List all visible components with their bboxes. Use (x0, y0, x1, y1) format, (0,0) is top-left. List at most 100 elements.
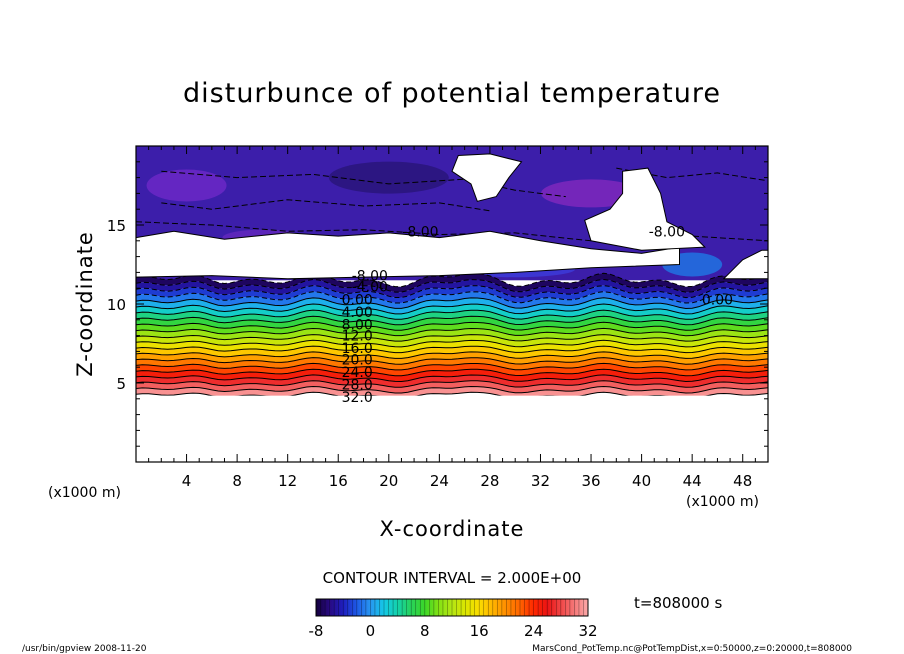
x-axis-label: X-coordinate (380, 517, 525, 541)
band (136, 369, 768, 382)
undefined-band (136, 230, 680, 280)
contour-label: 28.0 (342, 378, 373, 394)
chart-title: disturbunce of potential temperature (183, 78, 721, 109)
x-tick-label: 28 (480, 472, 499, 490)
contour-lines (136, 167, 768, 400)
footer-right: MarsCond_PotTemp.nc@PotTempDist,x=0:5000… (532, 644, 852, 654)
undefined-blob (451, 153, 523, 202)
contour-label: 12.0 (342, 329, 373, 345)
colorbar-fill (316, 599, 588, 616)
x-axis: 4 8 12 16 20 24 28 32 36 40 44 48 (148, 146, 756, 490)
x-tick-label: 36 (581, 472, 600, 490)
band (136, 304, 768, 320)
contour-line (161, 170, 566, 198)
contour-line (136, 272, 768, 288)
upper-patch (541, 179, 642, 208)
colorbar: -8 0 8 16 24 32 (309, 598, 598, 640)
colorbar-frame (315, 598, 589, 617)
time-label: t=808000 s (634, 594, 722, 612)
contour-label: -8.00 (402, 224, 438, 240)
undefined-blob (722, 249, 768, 280)
band (136, 334, 768, 347)
contour-label: 0.00 (342, 292, 373, 308)
x-unit-label: (x1000 m) (686, 494, 759, 510)
contour-line (136, 362, 768, 371)
y-tick-label: 5 (116, 375, 126, 393)
colorbar-tick-label: 24 (524, 622, 543, 640)
contour-line (136, 327, 768, 337)
y-tick-label: 10 (107, 296, 126, 314)
contour-label: -8.00 (649, 224, 685, 240)
band (136, 346, 768, 359)
contour-line (136, 351, 768, 359)
contour-interval-label: CONTOUR INTERVAL = 2.000E+00 (323, 569, 582, 587)
contour-labels: -8.00 -8.00-8.00-4.000.00 0.004.008.0012.0… (342, 224, 733, 406)
colorbar-tick-label: 8 (420, 622, 430, 640)
contour-line (136, 334, 768, 342)
footer-left: /usr/bin/gpview 2008-11-20 (22, 644, 147, 654)
contour-label: 8.00 (342, 318, 373, 334)
y-axis: 5 10 15 (107, 161, 768, 447)
contour-line (136, 303, 768, 315)
contour-label: 4.00 (342, 305, 373, 321)
contour-label: 32.0 (342, 390, 373, 406)
band (136, 322, 768, 336)
band (136, 316, 768, 331)
x-tick-label: 20 (379, 472, 398, 490)
x-tick-label: 8 (232, 472, 242, 490)
colorbar-ticks: -8 0 8 16 24 32 (309, 622, 598, 640)
plot-area: -8.00 -8.00-8.00-4.000.00 0.004.008.0012.0… (136, 146, 768, 462)
contour-label: -4.00 (352, 280, 388, 296)
band (136, 328, 768, 342)
contour-line (136, 385, 768, 394)
upper-patch (328, 161, 449, 194)
contour-line (161, 199, 490, 212)
contour-line (136, 315, 768, 326)
x-tick-label: 24 (430, 472, 449, 490)
undefined-lower (136, 395, 768, 462)
contour-line (136, 368, 768, 377)
contour-line (136, 380, 768, 388)
contour-line (136, 285, 768, 299)
y-tick-label: 15 (107, 217, 126, 235)
x-tick-label: 40 (632, 472, 651, 490)
colorbar-divisions (320, 599, 584, 616)
x-tick-label: 48 (733, 472, 752, 490)
contour-line (136, 309, 768, 320)
band (136, 351, 768, 365)
band (136, 363, 768, 376)
contour-line (136, 339, 768, 348)
x-tick-label: 32 (531, 472, 550, 490)
contour-line (136, 374, 768, 383)
x-tick-label: 12 (278, 472, 297, 490)
colorbar-tick-label: 32 (578, 622, 597, 640)
y-axis-label: Z-coordinate (73, 231, 97, 377)
contour-label: 0.00 (702, 292, 733, 308)
colorbar-tick-label: 16 (470, 622, 489, 640)
x-tick-label: 16 (329, 472, 348, 490)
contour-label: 24.0 (342, 365, 373, 381)
band (136, 386, 768, 399)
colorbar-tick-label: 0 (366, 622, 376, 640)
contour-line (136, 297, 768, 310)
colorbar-tick-label: -8 (309, 622, 324, 640)
contour-line (616, 167, 768, 182)
contour-label: -8.00 (352, 269, 388, 285)
band (136, 310, 768, 325)
contour-label: 20.0 (342, 352, 373, 368)
band (136, 297, 768, 314)
upper-patch (146, 169, 227, 202)
contour-line (136, 321, 768, 331)
contour-line (136, 357, 768, 365)
contour-line (136, 345, 768, 354)
contour-line (136, 278, 768, 293)
y-unit-label: (x1000 m) (48, 485, 121, 501)
undefined-blob (584, 167, 706, 251)
x-tick-label: 4 (182, 472, 192, 490)
band (136, 374, 768, 388)
band (136, 340, 768, 353)
undefined-regions (136, 153, 768, 462)
band (136, 380, 768, 393)
contour-line (136, 291, 768, 304)
